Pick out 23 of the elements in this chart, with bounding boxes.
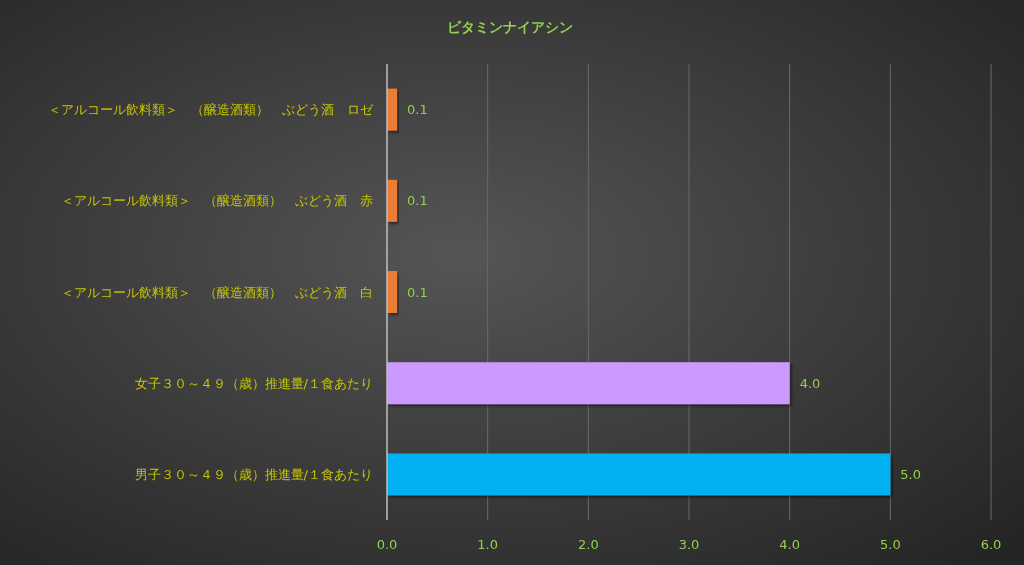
- y-tick-label: 男子３０～４９（歳）推進量/１食あたり: [134, 466, 373, 482]
- data-label: 0.1: [407, 284, 428, 300]
- bar: [387, 362, 790, 405]
- chart-title: ビタミンナイアシン: [447, 19, 573, 35]
- x-tick-label: 0.0: [376, 537, 398, 552]
- x-tick-label: 6.0: [980, 537, 1002, 552]
- x-tick-label: 2.0: [577, 537, 599, 552]
- x-tick-label: 5.0: [879, 537, 901, 552]
- data-label: 4.0: [799, 375, 821, 391]
- bar: [387, 179, 398, 222]
- x-tick-label: 4.0: [779, 537, 801, 552]
- y-tick-label: ＜アルコール飲料類＞ （醸造酒類） ぶどう酒 赤: [61, 193, 373, 209]
- y-tick-label: 女子３０～４９（歳）推進量/１食あたり: [134, 375, 373, 391]
- bar: [387, 453, 891, 496]
- x-tick-label: 1.0: [477, 537, 499, 552]
- x-tick-label: 3.0: [678, 537, 700, 552]
- data-label: 5.0: [900, 466, 922, 482]
- y-tick-label: ＜アルコール飲料類＞ （醸造酒類） ぶどう酒 白: [61, 284, 373, 300]
- bar: [387, 271, 398, 313]
- bar: [387, 88, 398, 131]
- data-label: 0.1: [407, 193, 428, 209]
- y-tick-label: ＜アルコール飲料類＞ （醸造酒類） ぶどう酒 ロゼ: [48, 102, 374, 118]
- data-label: 0.1: [407, 102, 428, 118]
